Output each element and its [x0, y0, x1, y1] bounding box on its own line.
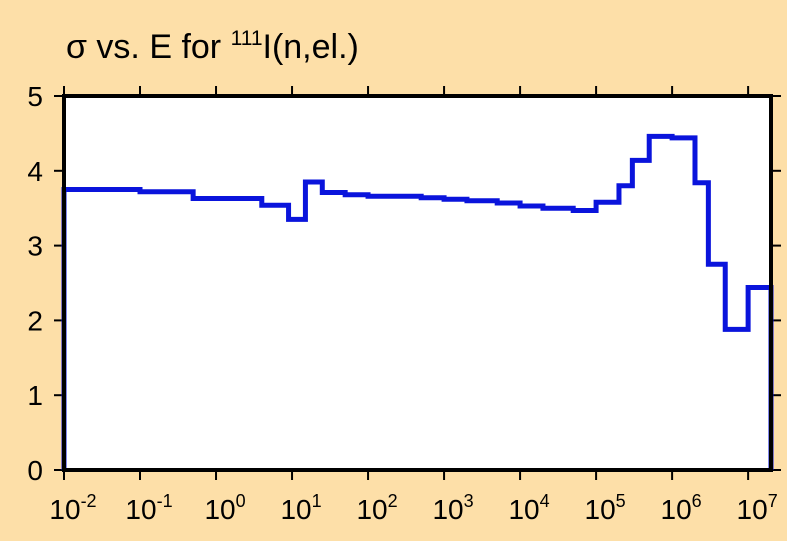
plot-area — [64, 96, 771, 470]
series-line — [61, 133, 774, 470]
x-tick-label: 103 — [432, 491, 473, 525]
x-tick-exponent: 2 — [388, 491, 398, 511]
y-tick-label: 1 — [27, 380, 43, 411]
x-tick-base: 10 — [280, 494, 311, 525]
x-tick-base: 10 — [125, 494, 156, 525]
x-tick-base: 10 — [356, 494, 387, 525]
y-tick-label: 3 — [27, 231, 43, 262]
x-tick-label: 10-2 — [49, 491, 96, 525]
x-tick-label: 102 — [356, 491, 397, 525]
y-tick-label: 4 — [27, 156, 43, 187]
x-tick-exponent: 4 — [540, 491, 550, 511]
x-tick-exponent: 3 — [464, 491, 474, 511]
x-tick-exponent: 0 — [236, 491, 246, 511]
x-tick-base: 10 — [204, 494, 235, 525]
plot-frame — [62, 94, 773, 472]
x-tick-base: 10 — [432, 494, 463, 525]
x-tick-exponent: 7 — [768, 491, 778, 511]
x-tick-exponent: 6 — [692, 491, 702, 511]
chart-title: σ vs. E for 111I(n,el.) — [66, 27, 359, 66]
x-tick-exponent: -2 — [81, 491, 97, 511]
chart-title-prefix: σ vs. E for — [66, 28, 231, 66]
x-tick-exponent: 1 — [312, 491, 322, 511]
x-tick-base: 10 — [585, 494, 616, 525]
x-tick-base: 10 — [661, 494, 692, 525]
y-tick-label: 5 — [27, 81, 43, 112]
chart-title-suffix: I(n,el.) — [263, 28, 359, 66]
x-tick-base: 10 — [508, 494, 539, 525]
x-tick-label: 107 — [737, 491, 778, 525]
x-tick-label: 10-1 — [125, 491, 172, 525]
chart-title-superscript: 111 — [231, 27, 263, 50]
x-tick-label: 105 — [585, 491, 626, 525]
x-tick-label: 100 — [204, 491, 245, 525]
x-tick-label: 104 — [508, 491, 549, 525]
x-tick-exponent: 5 — [616, 491, 626, 511]
x-tick-exponent: -1 — [157, 491, 173, 511]
x-tick-base: 10 — [49, 494, 80, 525]
x-tick-base: 10 — [737, 494, 768, 525]
x-tick-label: 101 — [280, 491, 321, 525]
y-tick-label: 0 — [27, 455, 43, 486]
x-tick-label: 106 — [661, 491, 702, 525]
y-tick-label: 2 — [27, 305, 43, 336]
